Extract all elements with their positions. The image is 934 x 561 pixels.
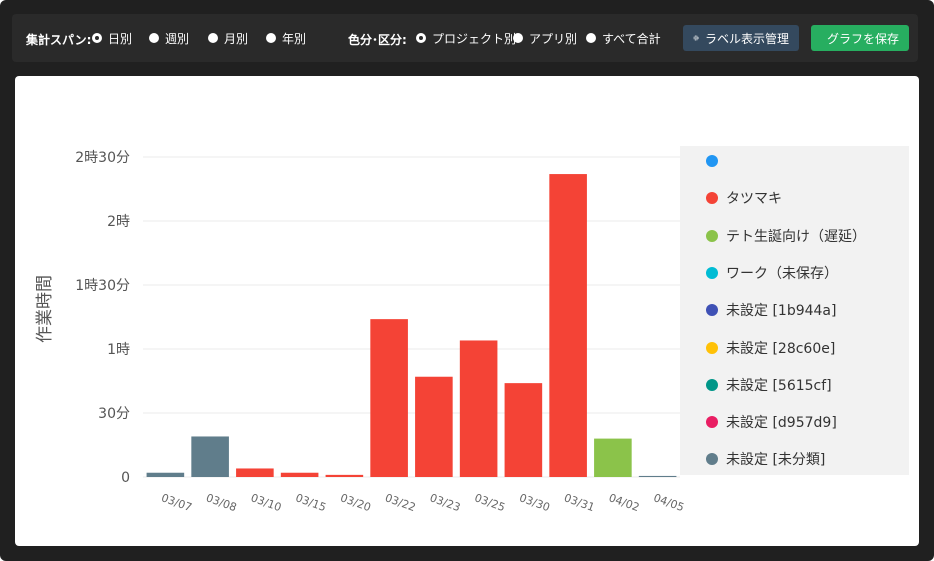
radio-color-total[interactable]: すべて合計	[586, 31, 661, 46]
legend-swatch	[706, 378, 718, 391]
radio-span-daily[interactable]: 日別	[92, 31, 133, 46]
label-manage-text: ラベル表示管理	[704, 31, 789, 46]
legend-swatch	[706, 192, 718, 205]
bar[interactable]	[459, 340, 498, 477]
toolbar: 集計スパン: 日別 週別 月別 年別 色分･区分: プロジェクト別 アプリ別	[12, 14, 918, 62]
legend-swatch	[706, 229, 718, 242]
save-graph-text: グラフを保存	[827, 31, 900, 46]
y-tick-label: 1時30分	[75, 278, 130, 294]
radio-span-monthly[interactable]: 月別	[208, 31, 249, 46]
legend-label: 未設定 [1b944a]	[726, 303, 837, 320]
bar[interactable]	[415, 376, 453, 477]
x-tick-label: 03/08	[204, 491, 238, 514]
x-tick-label: 03/22	[383, 491, 417, 514]
bar[interactable]	[280, 472, 319, 477]
bar[interactable]	[236, 468, 274, 477]
legend-item[interactable]: 未設定 [28c60e]	[706, 338, 835, 358]
bar[interactable]	[594, 438, 632, 477]
gear-icon	[693, 35, 699, 41]
legend-swatch	[706, 341, 718, 354]
bar[interactable]	[549, 174, 587, 478]
y-tick-labels: 0 30分 1時 1時30分 2時 2時30分	[75, 150, 130, 486]
legend-item[interactable]: テト生誕向け（遅延）	[706, 226, 866, 246]
bars	[146, 174, 677, 478]
legend-item[interactable]: 未設定 [1b944a]	[706, 300, 836, 320]
radio-label: 年別	[282, 31, 307, 46]
legend-swatch	[706, 416, 718, 429]
legend-item[interactable]	[706, 151, 726, 171]
legend-label: ワーク（未保存）	[726, 265, 838, 282]
legend-swatch	[706, 304, 718, 317]
x-tick-label: 03/23	[428, 491, 462, 514]
color-label: 色分･区分:	[348, 33, 407, 47]
legend-item[interactable]: ワーク（未保存）	[706, 263, 838, 283]
x-tick-label: 03/31	[562, 491, 596, 514]
y-tick-label: 30分	[98, 406, 130, 422]
bar[interactable]	[504, 383, 543, 477]
span-label: 集計スパン:	[26, 33, 92, 47]
bar[interactable]	[191, 436, 229, 477]
legend-label: 未設定 [d957d9]	[726, 415, 837, 432]
radio-label: 日別	[108, 31, 133, 46]
x-tick-label: 03/15	[294, 491, 328, 514]
y-tick-label: 2時30分	[75, 150, 130, 166]
radio-color-app[interactable]: アプリ別	[513, 31, 578, 46]
x-tick-label: 03/10	[249, 491, 283, 514]
grid-lines	[143, 156, 680, 478]
radio-dot	[513, 33, 523, 43]
legend-label: 未設定 [5615cf]	[726, 377, 832, 394]
x-tick-label: 04/02	[607, 491, 641, 514]
legend-item[interactable]: タツマキ	[706, 188, 782, 208]
legend-label: 未設定 [未分類]	[726, 452, 826, 469]
x-tick-label: 03/30	[517, 491, 551, 514]
x-tick-label: 03/07	[159, 491, 193, 514]
legend-swatch	[706, 155, 718, 167]
legend-swatch	[706, 453, 718, 466]
bar[interactable]	[370, 319, 408, 477]
radio-dot	[416, 33, 426, 43]
radio-label: すべて合計	[602, 31, 661, 46]
x-tick-label: 03/25	[473, 491, 507, 514]
label-manage-button[interactable]: ラベル表示管理	[683, 25, 799, 51]
radio-label: 週別	[165, 31, 190, 46]
radio-dot	[266, 33, 276, 43]
legend: タツマキテト生誕向け（遅延） ワーク（未保存） 未設定 [1b944a] 未設定 [2…	[680, 146, 909, 475]
y-tick-label: 1時	[107, 342, 130, 358]
y-tick-label: 0	[121, 470, 130, 486]
bar[interactable]	[638, 475, 677, 477]
legend-item[interactable]: 未設定 [未分類]	[706, 449, 825, 469]
y-tick-label: 2時	[107, 214, 130, 230]
radio-dot	[92, 33, 102, 43]
chart-panel: 0 30分 1時 1時30分 2時 2時30分 03/07 03/08 03/10 03/15 0…	[15, 76, 919, 546]
x-tick-label: 04/05	[652, 491, 686, 514]
legend-item[interactable]: 未設定 [d957d9]	[706, 412, 837, 432]
radio-dot	[586, 33, 596, 43]
x-tick-labels: 03/07 03/08 03/10 03/15 03/20 03/22 03/23 03/25…	[159, 491, 685, 514]
legend-label: タツマキ	[726, 191, 782, 208]
radio-span-yearly[interactable]: 年別	[266, 31, 307, 46]
radio-dot	[208, 33, 218, 43]
radio-label: 月別	[224, 31, 249, 46]
radio-label: アプリ別	[529, 31, 578, 46]
radio-dot	[149, 33, 159, 43]
radio-span-weekly[interactable]: 週別	[149, 31, 190, 46]
radio-color-project[interactable]: プロジェクト別	[416, 31, 517, 46]
legend-label: テト生誕向け（遅延）	[726, 228, 866, 245]
legend-label: 未設定 [28c60e]	[726, 340, 836, 357]
radio-label: プロジェクト別	[432, 31, 517, 46]
legend-item[interactable]: 未設定 [5615cf]	[706, 375, 832, 395]
bar[interactable]	[325, 474, 364, 477]
bar[interactable]	[146, 472, 185, 477]
legend-swatch	[706, 266, 718, 279]
y-axis-label: 作業時間	[35, 275, 55, 343]
save-graph-button[interactable]: グラフを保存	[811, 25, 909, 51]
x-tick-label: 03/20	[338, 491, 372, 514]
